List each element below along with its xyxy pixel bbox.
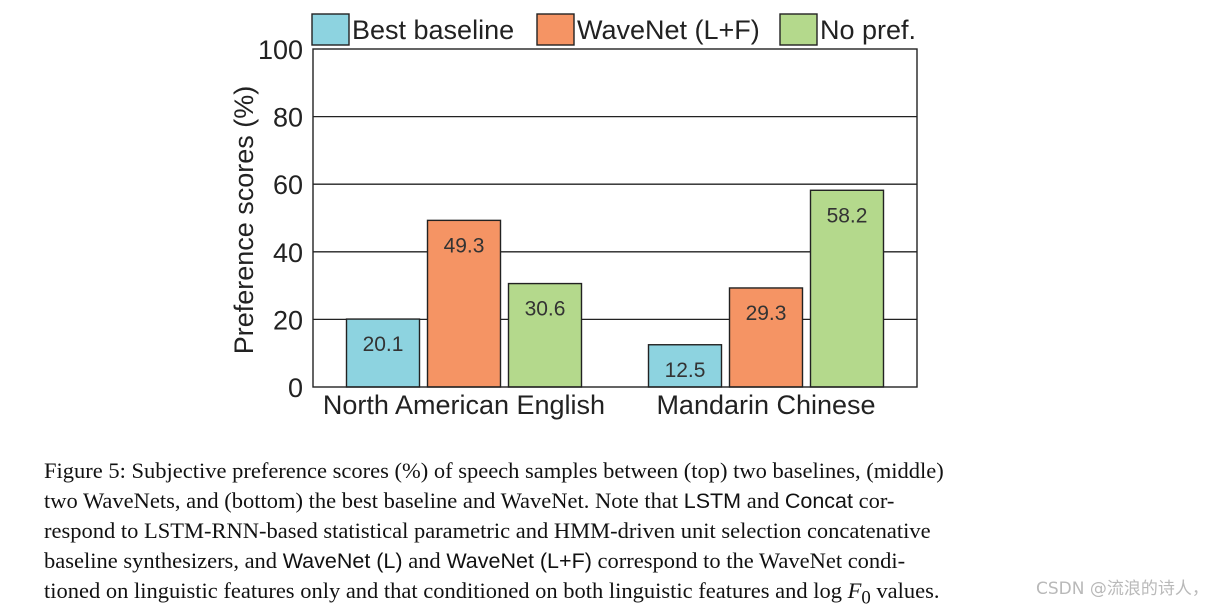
axes-frame [312, 48, 918, 388]
legend-label: WaveNet (L+F) [577, 15, 760, 45]
y-tick-label: 20 [273, 305, 303, 335]
bar-value-label: 58.2 [827, 204, 868, 227]
bar-value-label: 49.3 [444, 234, 485, 257]
legend-label: No pref. [820, 15, 916, 45]
caption-text: values. [870, 578, 940, 603]
caption-math-f: F [847, 578, 862, 603]
caption-line-2: two WaveNets, and (bottom) the best base… [44, 486, 1119, 517]
x-tick-labels: North American English Mandarin Chinese [323, 390, 876, 420]
plot-frame [312, 48, 918, 388]
caption-text: baseline synthesizers, and [44, 547, 283, 573]
bar [507, 282, 583, 388]
legend-swatch [311, 13, 350, 46]
caption-term-wavenet-l: WaveNet (L) [282, 548, 403, 573]
legend: Best baseline WaveNet (L+F) No pref. [311, 13, 916, 46]
x-tick-label: North American English [323, 390, 605, 420]
bar-value-label: 20.1 [363, 333, 404, 356]
figure-caption: Figure 5: Subjective preference scores (… [44, 456, 1119, 613]
y-tick-label: 80 [273, 103, 303, 133]
y-tick-label: 60 [273, 170, 303, 200]
caption-line-4: baseline synthesizers, and WaveNet (L) a… [44, 546, 1119, 577]
y-tick-label: 40 [273, 238, 303, 268]
caption-line-3: respond to LSTM-RNN-based statistical pa… [44, 518, 931, 543]
watermark: CSDN @流浪的诗人， [1036, 579, 1209, 599]
caption-term-concat: Concat [784, 488, 853, 513]
legend-label: Best baseline [352, 15, 514, 45]
preference-bar-chart: 20.1 49.3 30.6 12.5 29.3 58.2 0 20 40 60 80 100 No… [229, 13, 918, 420]
bars: 20.1 49.3 30.6 12.5 29.3 58.2 [345, 189, 885, 388]
y-tick-labels: 0 20 40 60 80 100 [258, 35, 303, 403]
caption-text: two WaveNets, and (bottom) the best base… [44, 487, 684, 513]
x-tick-label: Mandarin Chinese [656, 390, 875, 420]
bar-value-label: 29.3 [746, 302, 787, 325]
legend-swatch [779, 13, 818, 46]
bar-value-label: 12.5 [665, 359, 706, 382]
legend-swatch [536, 13, 575, 46]
bar-value-label: 30.6 [525, 298, 566, 321]
y-tick-label: 0 [288, 373, 303, 403]
caption-text: and [402, 547, 447, 573]
caption-term-wavenet-lf: WaveNet (L+F) [446, 548, 592, 573]
bar [647, 344, 723, 388]
caption-math-subscript: 0 [861, 587, 871, 609]
caption-line-5: tioned on linguistic features only and t… [44, 576, 1119, 613]
y-axis-label: Preference scores (%) [229, 86, 259, 355]
bar [345, 318, 421, 388]
caption-text: tioned on linguistic features only and t… [44, 578, 848, 603]
caption-text: and [741, 487, 785, 513]
caption-line-1: Figure 5: Subjective preference scores (… [44, 458, 944, 483]
bar [809, 189, 885, 388]
caption-text: correspond to the WaveNet condi- [591, 547, 906, 573]
caption-term-lstm: LSTM [683, 488, 742, 513]
y-tick-label: 100 [258, 35, 303, 65]
caption-text: cor- [852, 487, 895, 513]
bar [728, 287, 804, 388]
